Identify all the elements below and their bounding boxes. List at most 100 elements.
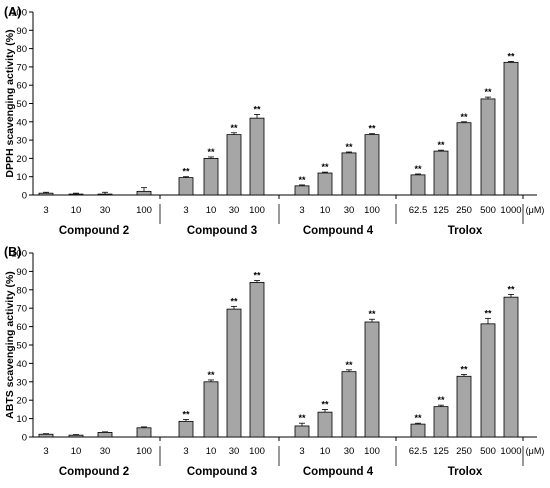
x-tick-label: 10 xyxy=(320,205,331,216)
significance-label: ** xyxy=(230,296,238,306)
y-tick-label: 80 xyxy=(16,44,27,55)
significance-label: ** xyxy=(484,308,492,318)
group-label: Compound 2 xyxy=(59,466,129,478)
significance-label: ** xyxy=(345,360,353,370)
x-tick-label: 62.5 xyxy=(409,205,428,216)
significance-label: ** xyxy=(368,124,376,134)
x-tick-label: 30 xyxy=(100,205,111,216)
bar xyxy=(503,61,519,196)
significance-label: ** xyxy=(321,162,329,172)
x-tick-label: 30 xyxy=(344,446,355,457)
bar xyxy=(294,185,310,196)
bar xyxy=(317,172,333,196)
y-tick-label: 100 xyxy=(11,249,27,260)
significance-label: ** xyxy=(230,123,238,133)
x-tick-label: 125 xyxy=(433,205,449,216)
x-tick-label: 30 xyxy=(229,446,240,457)
panel-label: (A) xyxy=(4,5,21,19)
bar xyxy=(317,411,333,438)
x-tick-label: 100 xyxy=(249,205,265,216)
bar xyxy=(68,193,84,196)
bar xyxy=(364,321,380,438)
significance-label: ** xyxy=(460,364,468,374)
significance-label: ** xyxy=(182,167,190,177)
bar xyxy=(503,296,519,438)
y-tick-label: 70 xyxy=(16,304,27,315)
y-tick-label: 20 xyxy=(16,154,27,165)
y-tick-label: 30 xyxy=(16,136,27,147)
x-tick-label: 100 xyxy=(364,446,380,457)
group-label: Compound 4 xyxy=(303,225,374,237)
x-tick-label: 10 xyxy=(206,446,217,457)
bar xyxy=(456,375,472,438)
group-label: Trolox xyxy=(448,225,483,237)
x-tick-label: 100 xyxy=(249,446,265,457)
group-label: Trolox xyxy=(448,466,483,478)
x-tick-label: 3 xyxy=(183,446,188,457)
y-axis-label: DPPH scavenging activity (%) xyxy=(4,29,16,177)
x-tick-label: 10 xyxy=(320,446,331,457)
bar xyxy=(203,381,219,438)
significance-label: ** xyxy=(253,104,261,114)
x-tick-label: 100 xyxy=(136,205,152,216)
bar xyxy=(433,150,449,196)
bar xyxy=(38,433,54,438)
x-tick-label: 10 xyxy=(206,205,217,216)
x-tick-label: 1000 xyxy=(500,205,521,216)
bar xyxy=(341,152,357,196)
x-tick-label: 100 xyxy=(136,446,152,457)
group-label: Compound 4 xyxy=(303,466,374,478)
x-tick-label: 62.5 xyxy=(409,446,428,457)
y-tick-label: 40 xyxy=(16,359,27,370)
bar xyxy=(203,157,219,196)
significance-label: ** xyxy=(253,271,261,281)
bar xyxy=(480,323,496,438)
significance-label: ** xyxy=(460,112,468,122)
significance-label: ** xyxy=(484,87,492,97)
significance-label: ** xyxy=(414,164,422,174)
panel-label: (B) xyxy=(4,245,21,259)
x-tick-label: 30 xyxy=(100,446,111,457)
x-tick-label: 3 xyxy=(299,205,304,216)
bar xyxy=(249,282,265,438)
x-tick-label: 10 xyxy=(71,446,82,457)
y-tick-label: 80 xyxy=(16,285,27,296)
bar xyxy=(178,420,194,438)
x-tick-label: 250 xyxy=(456,205,472,216)
bar xyxy=(480,98,496,196)
bar xyxy=(410,174,426,196)
y-tick-label: 60 xyxy=(16,322,27,333)
bar xyxy=(410,423,426,438)
y-axis-label: ABTS scavenging activity (%) xyxy=(4,271,16,419)
significance-label: ** xyxy=(207,370,215,380)
bar xyxy=(364,134,380,196)
significance-label: ** xyxy=(182,410,190,420)
significance-label: ** xyxy=(414,413,422,423)
y-tick-label: 0 xyxy=(22,433,27,444)
x-tick-label: 30 xyxy=(229,205,240,216)
y-tick-label: 90 xyxy=(16,267,27,278)
significance-label: ** xyxy=(368,309,376,319)
significance-label: ** xyxy=(437,140,445,150)
x-tick-label: 3 xyxy=(43,446,48,457)
y-tick-label: 20 xyxy=(16,396,27,407)
unit-label: (μM) xyxy=(526,446,545,456)
bar xyxy=(249,117,265,196)
bar xyxy=(38,192,54,196)
bar xyxy=(226,308,242,438)
bar xyxy=(97,431,113,438)
y-tick-label: 50 xyxy=(16,341,27,352)
bar xyxy=(226,134,242,196)
bar xyxy=(68,434,84,438)
x-tick-label: 10 xyxy=(71,205,82,216)
bar xyxy=(136,427,152,438)
y-tick-label: 10 xyxy=(16,414,27,425)
y-tick-label: 30 xyxy=(16,377,27,388)
y-tick-label: 0 xyxy=(22,191,27,202)
x-tick-label: 3 xyxy=(299,446,304,457)
significance-label: ** xyxy=(345,142,353,152)
significance-label: ** xyxy=(507,284,515,294)
x-tick-label: 3 xyxy=(43,205,48,216)
